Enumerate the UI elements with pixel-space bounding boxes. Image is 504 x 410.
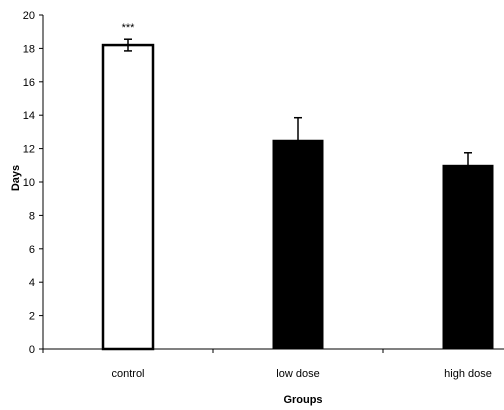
plot-area: 0 2 4 6 8 10 12 14 16 18 20 *** control low dose hig… bbox=[23, 10, 504, 380]
y-tick-label: 10 bbox=[23, 177, 35, 189]
y-tick-label: 0 bbox=[29, 344, 35, 356]
y-tick-label: 20 bbox=[23, 10, 35, 22]
y-tick-label: 12 bbox=[23, 144, 35, 156]
x-ticks bbox=[42, 349, 384, 353]
y-tick-label: 6 bbox=[29, 244, 35, 256]
y-tick-label: 8 bbox=[29, 210, 35, 222]
annotations: *** bbox=[122, 22, 136, 34]
y-axis-title: Days bbox=[10, 165, 22, 191]
y-tick-label: 4 bbox=[29, 277, 35, 289]
y-tick-label: 2 bbox=[29, 311, 35, 323]
bar-control bbox=[101, 43, 155, 351]
category-labels: control low dose high dose bbox=[111, 368, 491, 380]
bars bbox=[101, 43, 494, 351]
significance-label: *** bbox=[122, 22, 136, 34]
bar-low-dose bbox=[272, 139, 324, 350]
y-ticks: 0 2 4 6 8 10 12 14 16 18 20 bbox=[23, 10, 43, 356]
y-tick-label: 18 bbox=[23, 43, 35, 55]
bar-high-dose bbox=[442, 164, 494, 350]
x-tick-label: low dose bbox=[276, 368, 319, 380]
x-axis-title: Groups bbox=[283, 394, 322, 406]
error-bars bbox=[124, 38, 472, 166]
x-tick-label: control bbox=[111, 368, 144, 380]
x-tick-label: high dose bbox=[444, 368, 492, 380]
y-tick-label: 16 bbox=[23, 77, 35, 89]
y-tick-label: 14 bbox=[23, 110, 35, 122]
